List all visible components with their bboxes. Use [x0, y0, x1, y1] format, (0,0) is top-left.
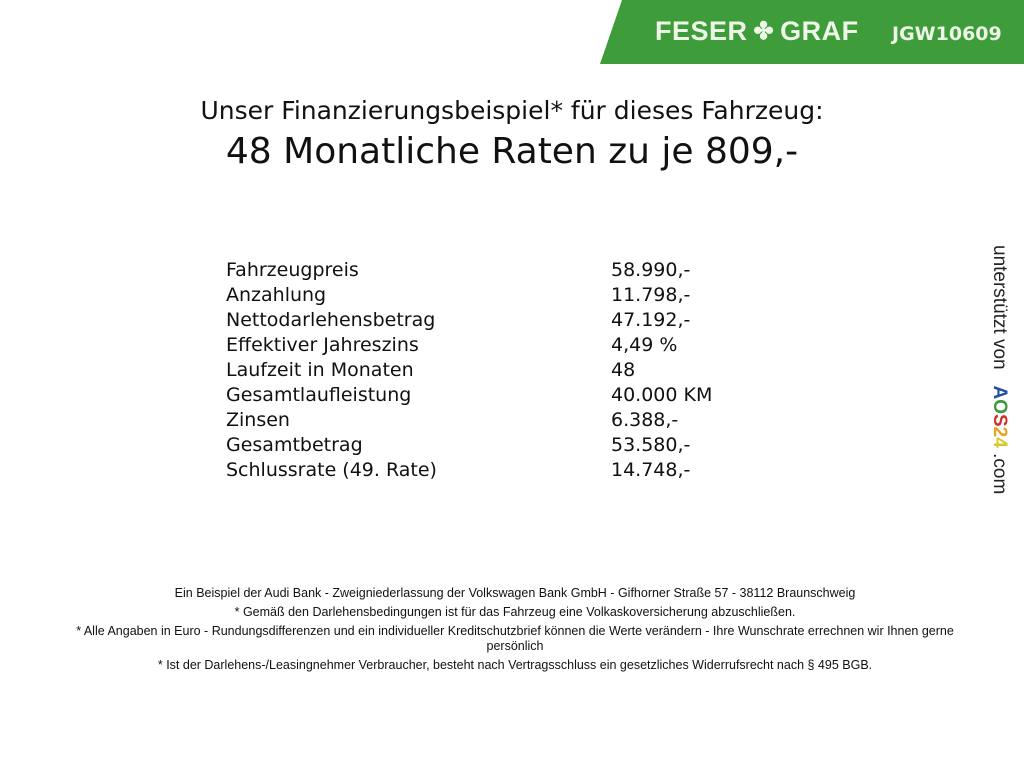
- row-value: 14.748,-: [611, 459, 691, 481]
- disclaimer-line: * Ist der Darlehens-/Leasingnehmer Verbr…: [157, 658, 873, 672]
- disclaimer: Ein Beispiel der Audi Bank - Zweignieder…: [60, 586, 970, 677]
- row-value: 11.798,-: [611, 284, 691, 306]
- table-row: Effektiver Jahreszins 4,49 %: [226, 333, 712, 358]
- table-row: Gesamtlaufleistung 40.000 KM: [226, 383, 712, 408]
- logo-letter: A: [989, 385, 1010, 400]
- row-value: 58.990,-: [611, 259, 691, 281]
- table-row: Laufzeit in Monaten 48: [226, 358, 712, 383]
- row-label: Schlussrate (49. Rate): [226, 459, 437, 481]
- table-row: Gesamtbetrag 53.580,-: [226, 433, 712, 458]
- subtitle-rate: 48 Monatliche Raten zu je 809,-: [225, 131, 799, 172]
- row-label: Anzahlung: [226, 284, 327, 306]
- disclaimer-line: * Alle Angaben in Euro - Rundungsdiffere…: [76, 624, 954, 653]
- table-row: Zinsen 6.388,-: [226, 408, 712, 433]
- logo-letter: 4: [989, 437, 1010, 448]
- clover-icon: ✤: [753, 18, 775, 45]
- aos24-credit: unterstützt von AOS24 .com: [988, 245, 1010, 494]
- row-value: 48: [611, 359, 636, 381]
- logo-letter: S: [989, 413, 1010, 427]
- disclaimer-line: Ein Beispiel der Audi Bank - Zweignieder…: [174, 586, 856, 600]
- row-value: 40.000 KM: [611, 384, 713, 406]
- feser-graf-logo: FESER ✤ GRAF: [655, 16, 859, 47]
- title: Unser Finanzierungsbeispiel* für dieses …: [200, 96, 824, 125]
- vehicle-code: JGW10609: [892, 23, 1002, 45]
- row-label: Zinsen: [226, 409, 290, 431]
- row-label: Gesamtbetrag: [226, 434, 363, 456]
- row-value: 47.192,-: [611, 309, 691, 331]
- logo-letter: 2: [989, 426, 1010, 438]
- row-value: 53.580,-: [611, 434, 691, 456]
- logo-letter: O: [989, 399, 1010, 414]
- table-row: Schlussrate (49. Rate) 14.748,-: [226, 458, 712, 483]
- table-row: Anzahlung 11.798,-: [226, 283, 712, 308]
- finance-table: Fahrzeugpreis 58.990,- Anzahlung 11.798,- …: [226, 258, 712, 483]
- table-row: Nettodarlehensbetrag 47.192,-: [226, 308, 712, 333]
- supported-by-text: unterstützt von: [989, 245, 1010, 370]
- table-row: Fahrzeugpreis 58.990,-: [226, 258, 712, 283]
- row-label: Fahrzeugpreis: [226, 259, 359, 281]
- row-label: Laufzeit in Monaten: [226, 359, 414, 381]
- row-value: 6.388,-: [611, 409, 679, 431]
- row-value: 4,49 %: [611, 334, 678, 356]
- row-label: Nettodarlehensbetrag: [226, 309, 436, 331]
- header-banner: [600, 0, 1024, 64]
- logo-text: FESER: [655, 16, 748, 46]
- row-label: Effektiver Jahreszins: [226, 334, 419, 356]
- aos24-logo: AOS24: [989, 385, 1010, 447]
- logo-text-2: GRAF: [780, 16, 859, 46]
- row-label: Gesamtlaufleistung: [226, 384, 412, 406]
- logo-domain: .com: [989, 453, 1010, 495]
- disclaimer-line: * Gemäß den Darlehensbedingungen ist für…: [234, 605, 796, 619]
